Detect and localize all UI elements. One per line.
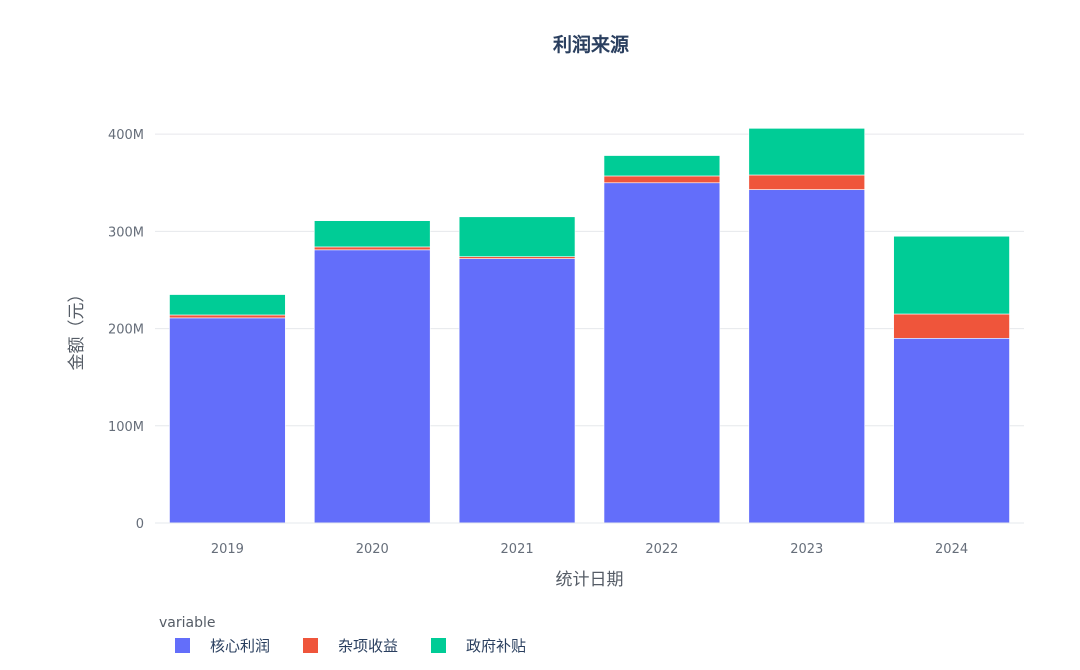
bar-segment[interactable] xyxy=(603,175,721,184)
bar-segment[interactable] xyxy=(603,155,721,177)
bar-segment[interactable] xyxy=(314,220,431,248)
x-tick-label: 2023 xyxy=(790,542,823,557)
bar-segment[interactable] xyxy=(748,128,865,176)
chart-title: 利润来源 xyxy=(553,33,629,56)
bar-segment[interactable] xyxy=(314,246,431,251)
bar-segment[interactable] xyxy=(893,235,1010,315)
legend[interactable]: 核心利润 杂项收益 政府补贴 xyxy=(175,637,526,655)
bar-segment[interactable] xyxy=(314,249,431,524)
bar-segment[interactable] xyxy=(893,313,1010,339)
y-tick-label: 100M xyxy=(108,420,144,435)
bar-segment[interactable] xyxy=(458,258,576,524)
y-tick-label: 400M xyxy=(108,128,144,143)
legend-label: 政府补贴 xyxy=(466,637,526,655)
y-axis-ticks: 0 100M 200M 300M 400M xyxy=(108,128,144,532)
legend-swatch xyxy=(303,638,318,653)
bars-group xyxy=(169,128,1010,524)
x-tick-label: 2022 xyxy=(645,542,678,557)
bar-segment[interactable] xyxy=(169,294,286,316)
x-tick-label: 2021 xyxy=(501,542,534,557)
bar-segment[interactable] xyxy=(458,216,576,257)
bar-segment[interactable] xyxy=(893,338,1010,524)
bar-segment[interactable] xyxy=(169,314,286,319)
y-tick-label: 300M xyxy=(108,225,144,240)
x-axis-title: 统计日期 xyxy=(556,570,624,590)
y-tick-label: 200M xyxy=(108,323,144,338)
bar-segment[interactable] xyxy=(748,189,865,524)
x-tick-label: 2019 xyxy=(211,542,244,557)
x-tick-label: 2020 xyxy=(356,542,389,557)
bar-segment[interactable] xyxy=(603,182,721,524)
y-axis-title: 金额（元） xyxy=(67,286,87,371)
legend-swatch xyxy=(431,638,446,653)
legend-label: 核心利润 xyxy=(210,637,270,655)
bar-segment[interactable] xyxy=(748,174,865,190)
x-tick-label: 2024 xyxy=(935,542,968,557)
bar-segment[interactable] xyxy=(169,317,286,524)
legend-item[interactable]: 政府补贴 xyxy=(431,637,526,655)
legend-swatch xyxy=(175,638,190,653)
legend-label: 杂项收益 xyxy=(338,637,398,655)
y-tick-label: 0 xyxy=(136,517,144,532)
legend-item[interactable]: 杂项收益 xyxy=(303,637,398,655)
x-axis-ticks: 2019 2020 2021 2022 2023 2024 xyxy=(211,542,968,557)
legend-title: variable xyxy=(159,615,215,631)
gridlines xyxy=(155,133,1024,427)
legend-item[interactable]: 核心利润 xyxy=(175,637,270,655)
